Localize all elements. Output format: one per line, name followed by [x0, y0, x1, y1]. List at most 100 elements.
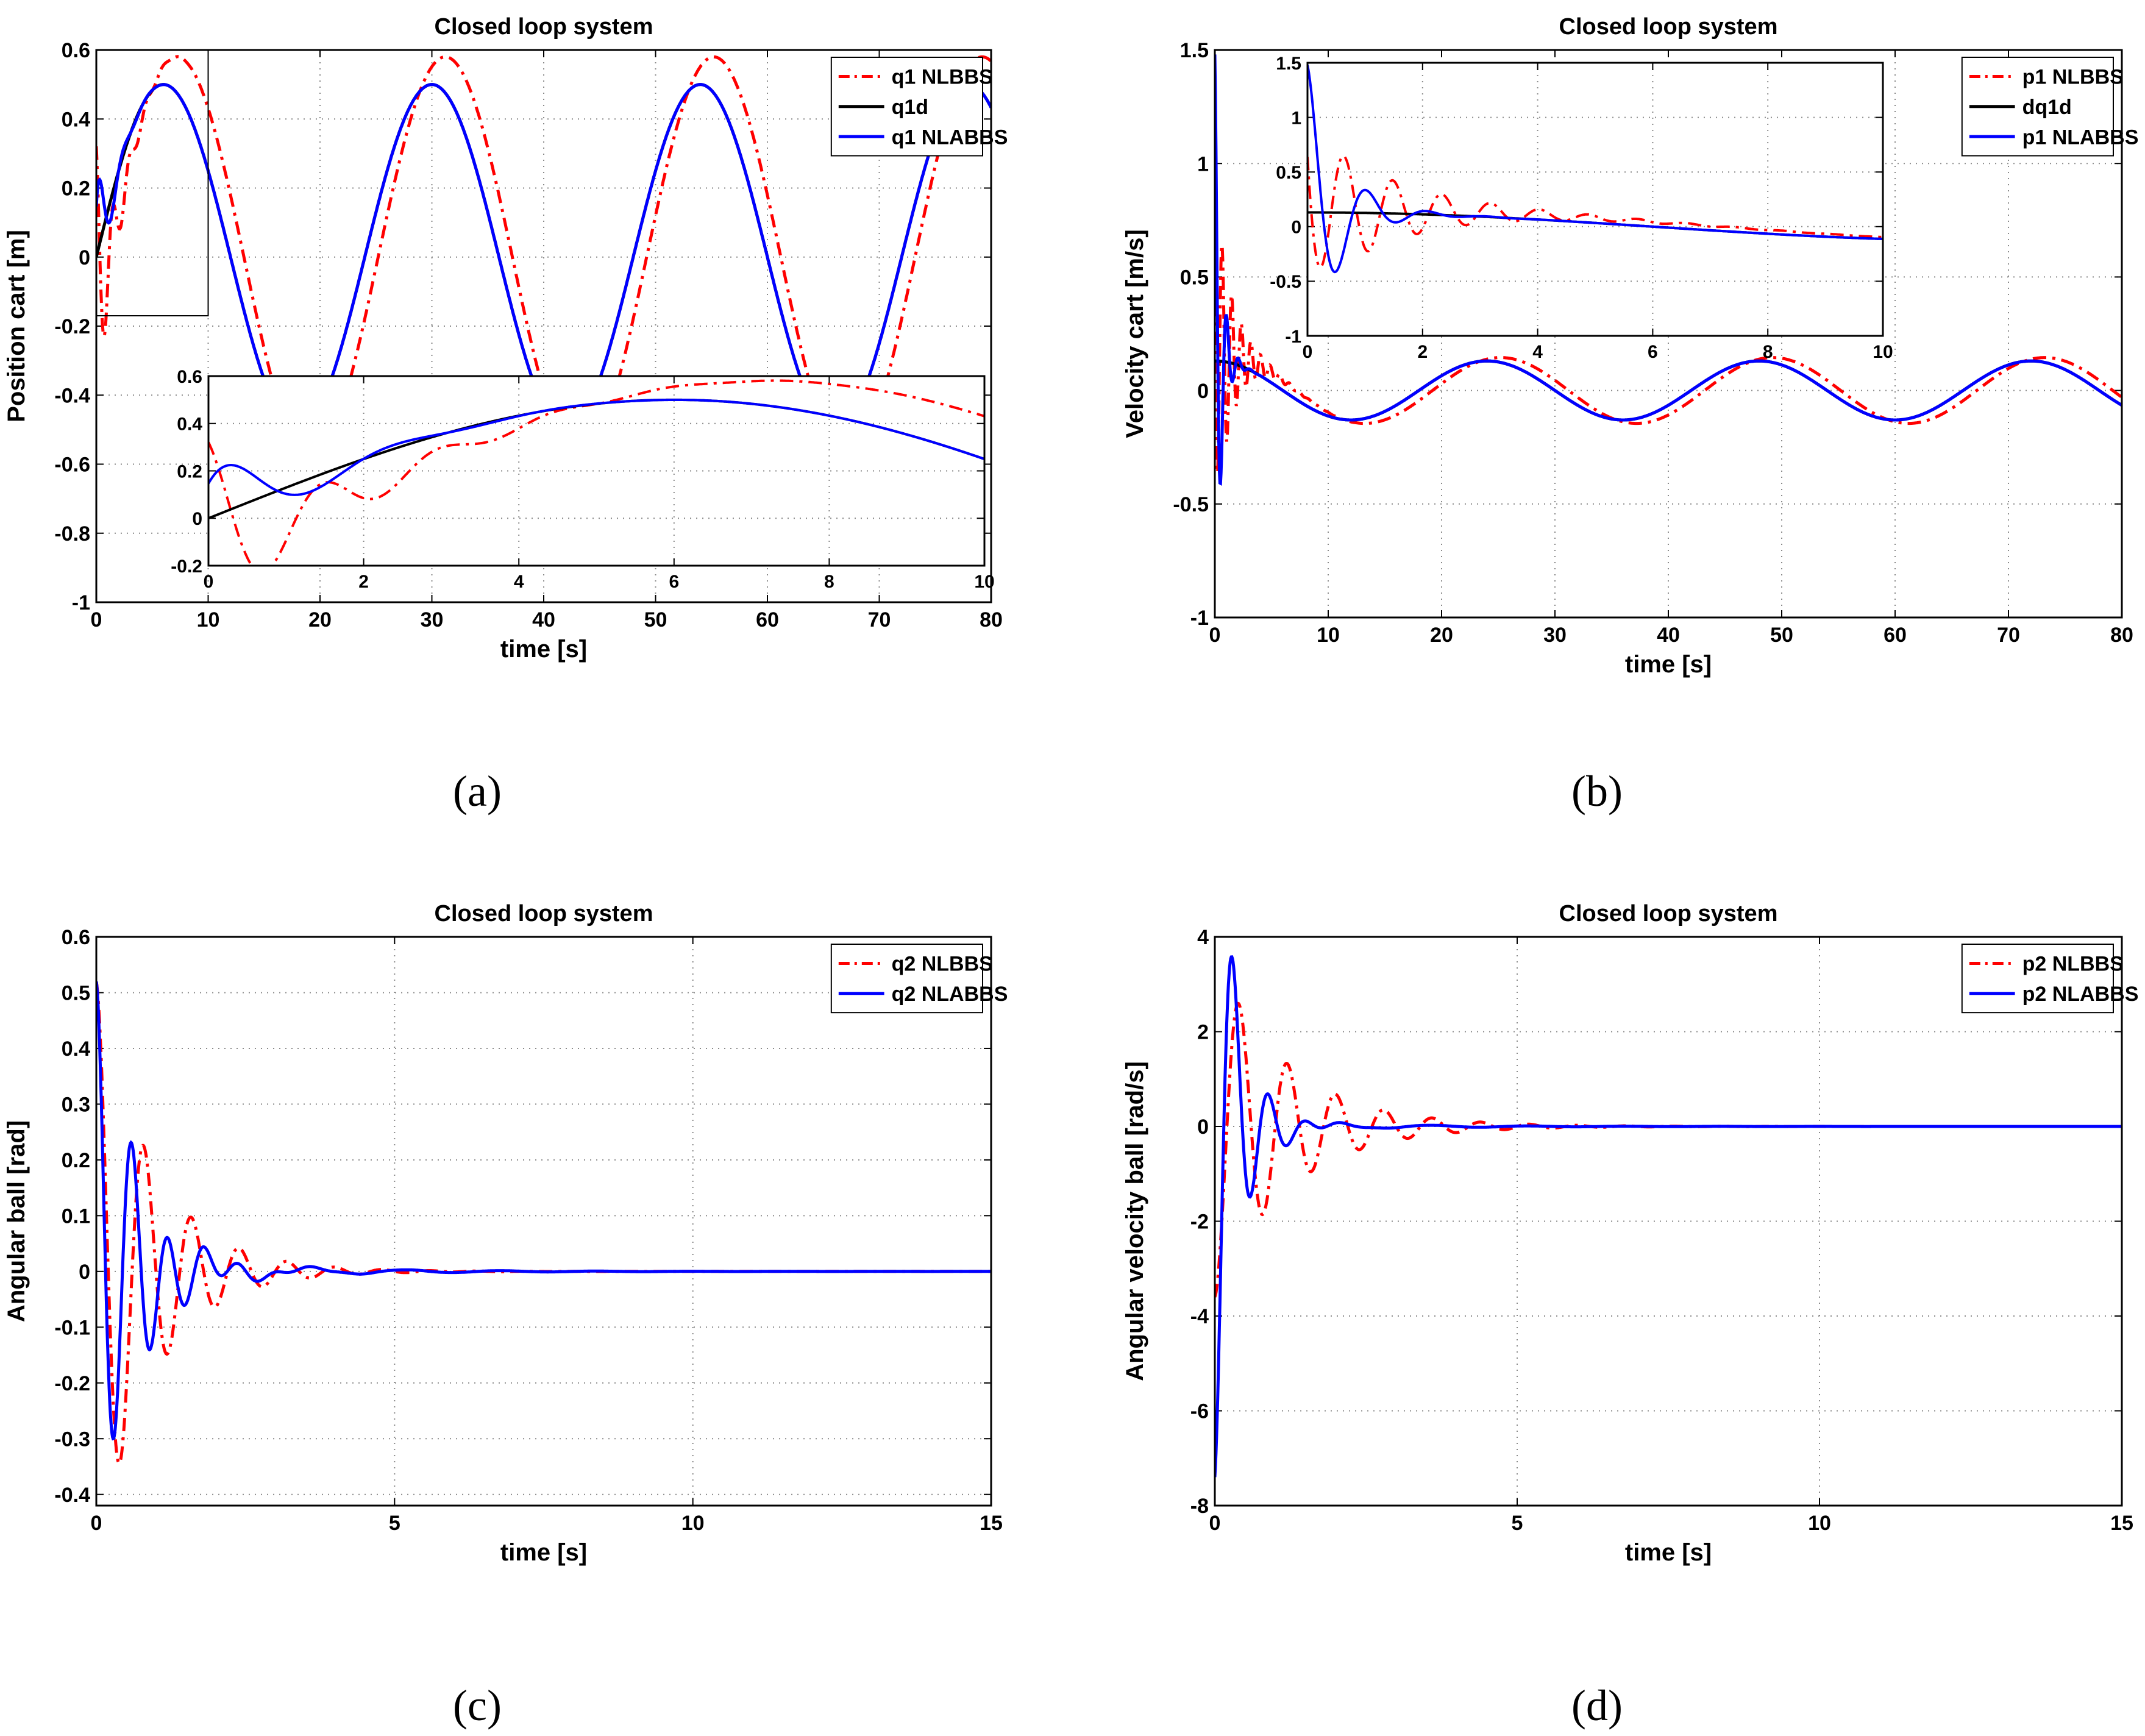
chart-c-ylabel: Angular ball [rad] [3, 1120, 30, 1322]
chart-c-ytick-label: -0.2 [54, 1372, 90, 1395]
chart-a-ylabel: Position cart [m] [3, 230, 30, 422]
chart-a-inset-xtick-label: 6 [669, 572, 679, 592]
chart-d-xtick-label: 5 [1512, 1512, 1523, 1535]
chart-a-xtick-label: 60 [756, 608, 779, 631]
chart-b-xtick-label: 70 [1997, 624, 2020, 647]
chart-d-series-p2nlabbs [1215, 955, 2122, 1478]
caption-d: (d) [1571, 1681, 1623, 1730]
chart-c-legend-box [830, 944, 984, 1014]
chart-b-inset-ytick-label: 0.5 [1276, 163, 1301, 183]
chart-a-zoom-box [96, 49, 209, 317]
chart-d-ytick-label: 2 [1197, 1021, 1209, 1044]
chart-a-ytick-label: -0.4 [54, 384, 90, 407]
caption-b: (b) [1571, 767, 1623, 816]
chart-a-title: Closed loop system [435, 14, 653, 40]
chart-d-xlabel: time [s] [1625, 1539, 1712, 1566]
chart-a-ytick-label: 0.4 [62, 108, 90, 131]
chart-c-xtick-label: 0 [91, 1512, 102, 1535]
chart-c-xtick-label: 15 [980, 1512, 1003, 1535]
chart-a-ytick-label: -0.2 [54, 315, 90, 338]
chart-d-ytick-label: 0 [1197, 1115, 1209, 1139]
chart-b-legend-label: dq1d [2022, 96, 2072, 119]
chart-a-ytick-label: -1 [72, 591, 90, 614]
chart-b-series-p1nlabbs [1215, 54, 2122, 486]
chart-b-title: Closed loop system [1559, 14, 1778, 40]
chart-c-frame [95, 936, 992, 1507]
chart-b-xtick-label: 80 [2110, 624, 2133, 647]
chart-a-inset-xtick-label: 0 [204, 572, 214, 592]
chart-c-ytick-label: 0.1 [62, 1205, 90, 1228]
chart-d-ylabel: Angular velocity ball [rad/s] [1122, 1061, 1148, 1381]
chart-b-xtick-label: 0 [1209, 624, 1221, 647]
chart-a-ytick-label: -0.6 [54, 454, 90, 477]
chart-c-ytick-label: 0.5 [62, 982, 90, 1005]
chart-b-series-p1nlbbs [1215, 241, 2122, 478]
chart-b-inset-series-p1nlbbs [1307, 154, 1883, 269]
chart-c-legend-label: q2 NLBBS [892, 953, 993, 976]
chart-b-ytick-label: -1 [1190, 607, 1209, 630]
chart-b-ytick-label: 0.5 [1180, 266, 1209, 290]
chart-b-inset-ytick-label: -1 [1285, 327, 1301, 347]
chart-a-frame [95, 49, 992, 603]
chart-a-xtick-label: 70 [868, 608, 891, 631]
chart-b-xtick-label: 40 [1657, 624, 1680, 647]
chart-c-xtick-label: 5 [389, 1512, 400, 1535]
chart-b-inset-ytick-label: -0.5 [1270, 272, 1301, 292]
chart-b-xtick-label: 20 [1430, 624, 1453, 647]
chart-a-xtick-label: 0 [91, 608, 102, 631]
chart-a-xlabel: time [s] [500, 636, 587, 663]
chart-d-xtick-label: 0 [1209, 1512, 1221, 1535]
chart-a-ytick-label: -0.8 [54, 522, 90, 546]
chart-d-ytick-label: -4 [1190, 1305, 1209, 1328]
chart-a-xtick-label: 10 [197, 608, 220, 631]
chart-b-inset: 0 2 4 6 8 10 -1 -0.5 0 0.5 1 1.5 [1270, 54, 1893, 362]
chart-c-series-q2nlabbs [96, 981, 991, 1441]
chart-b-inset-series-p1nlabbs [1307, 65, 1883, 274]
caption-c: (c) [453, 1681, 502, 1730]
chart-c-ytick-label: 0.6 [62, 926, 90, 949]
chart-b-ytick-label: 1.5 [1180, 39, 1209, 62]
chart-b-inset-xtick-label: 4 [1532, 342, 1543, 362]
chart-a-xtick-label: 50 [644, 608, 667, 631]
chart-a: 0 10 20 30 40 50 60 70 80-1-0.8-0.6-0.4-0.200.20… [3, 14, 1008, 663]
chart-b-inset-xtick-label: 2 [1417, 342, 1428, 362]
chart-a-inset-xtick-label: 8 [824, 572, 834, 592]
chart-d-ytick-label: -6 [1190, 1400, 1209, 1423]
chart-b-xtick-label: 60 [1884, 624, 1907, 647]
chart-d-frame [1214, 936, 2123, 1507]
chart-a-xtick-label: 80 [980, 608, 1003, 631]
chart-c-ytick-label: 0.4 [62, 1037, 90, 1061]
chart-b-ytick-label: 1 [1197, 152, 1209, 176]
chart-b-inset-ytick-label: 1.5 [1276, 54, 1301, 74]
chart-c-legend-label: q2 NLABBS [892, 983, 1008, 1006]
chart-d-title: Closed loop system [1559, 901, 1778, 927]
chart-a-ytick-label: 0.6 [62, 39, 90, 62]
chart-a-legend-label: q1d [892, 96, 928, 119]
chart-c-title: Closed loop system [435, 901, 653, 927]
chart-b-inset-xtick-label: 6 [1648, 342, 1658, 362]
chart-a-ytick-label: 0 [79, 246, 90, 269]
chart-a-inset-ytick-label: 0.6 [177, 367, 202, 387]
chart-b-xtick-label: 30 [1543, 624, 1567, 647]
chart-b-xlabel: time [s] [1625, 651, 1712, 678]
chart-c-ytick-label: -0.4 [54, 1484, 90, 1507]
chart-a-inset-frame [207, 375, 986, 567]
chart-b-frame [1214, 49, 2123, 619]
chart-d-plot-area [1215, 937, 2122, 1506]
chart-a-inset-xtick-label: 4 [514, 572, 524, 592]
chart-a-inset-ytick-label: -0.2 [171, 557, 202, 577]
chart-d-legend-box [1961, 944, 2115, 1014]
chart-c: 0 5 10 15 -0.4 -0.3 -0.2 -0.1 0 0.1 0.2 0.3 0.4 0.5 0.… [3, 901, 1008, 1566]
chart-b-inset-xtick-label: 10 [1873, 342, 1893, 362]
chart-c-ytick-label: -0.1 [54, 1317, 90, 1340]
chart-b-inset-plot-area [1307, 63, 1883, 336]
chart-b-legend-label: p1 NLABBS [2022, 126, 2139, 149]
chart-a-inset-ytick-label: 0.4 [177, 414, 202, 435]
chart-a-inset-xtick-label: 10 [974, 572, 994, 592]
chart-c-ytick-label: 0.3 [62, 1094, 90, 1117]
chart-a-inset-series-q1nlabbs [208, 399, 984, 496]
chart-a-inset-ytick-label: 0.2 [177, 461, 202, 482]
chart-c-plot-area [96, 937, 991, 1506]
